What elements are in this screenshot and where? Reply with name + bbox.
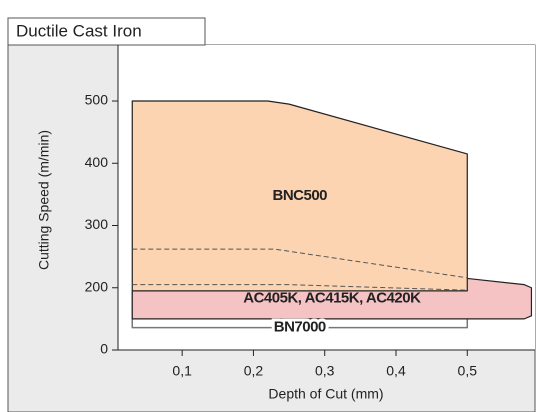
x-tick-label: 0,5: [458, 363, 478, 379]
x-tick-label: 0,3: [315, 363, 335, 379]
marks: BN7000 AC405K, AC415K, AC420K BNC500: [131, 100, 533, 339]
region: [131, 100, 468, 292]
chart-title: Ductile Cast Iron: [16, 21, 142, 40]
y-tick-label: 400: [85, 154, 109, 170]
y-axis-label: Cutting Speed (m/min): [36, 130, 52, 270]
y-tick-label: 300: [85, 216, 109, 232]
region-label: BNC500: [273, 187, 328, 204]
dashed-boundary: [132, 284, 468, 291]
x-tick-label: 0,2: [244, 363, 264, 379]
x-axis-label: Depth of Cut (mm): [268, 386, 383, 402]
x-tick-label: 0,1: [172, 363, 192, 379]
title-tab: [7, 17, 206, 46]
x-tick-label: 0,4: [386, 363, 406, 379]
y-tick-label: 200: [85, 278, 109, 294]
dashed-boundary: [132, 248, 468, 279]
region-label: AC405K, AC415K, AC420K: [243, 290, 421, 307]
region-label: BN7000: [274, 319, 326, 336]
y-tick-label: 0: [100, 341, 108, 357]
y-tick-label: 500: [85, 92, 109, 108]
